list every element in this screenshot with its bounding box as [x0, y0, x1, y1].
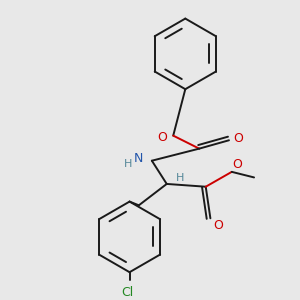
Text: N: N [134, 152, 143, 165]
Text: H: H [176, 173, 184, 183]
Text: O: O [233, 132, 243, 145]
Text: O: O [213, 219, 223, 232]
Text: O: O [232, 158, 242, 171]
Text: H: H [124, 159, 132, 170]
Text: O: O [157, 131, 167, 144]
Text: Cl: Cl [122, 286, 134, 299]
